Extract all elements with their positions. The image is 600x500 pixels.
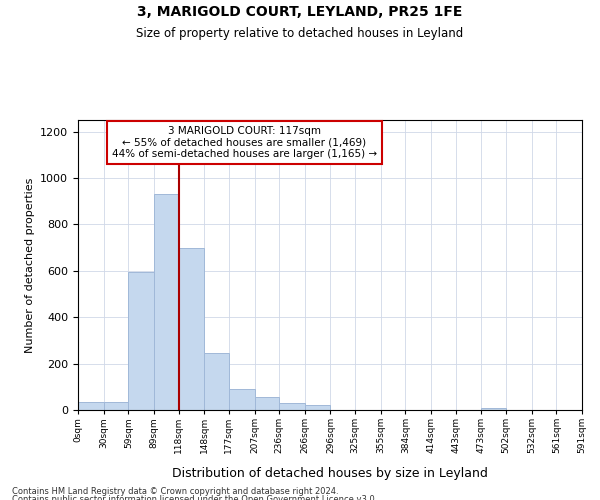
Bar [128, 272, 154, 410]
Text: 3, MARIGOLD COURT, LEYLAND, PR25 1FE: 3, MARIGOLD COURT, LEYLAND, PR25 1FE [137, 5, 463, 19]
Bar [229, 389, 254, 410]
Bar [104, 402, 128, 410]
Text: Size of property relative to detached houses in Leyland: Size of property relative to detached ho… [136, 28, 464, 40]
Bar [179, 248, 204, 410]
Bar [254, 397, 279, 410]
Bar [305, 406, 331, 410]
Text: 3 MARIGOLD COURT: 117sqm
← 55% of detached houses are smaller (1,469)
44% of sem: 3 MARIGOLD COURT: 117sqm ← 55% of detach… [112, 126, 377, 159]
Bar [204, 353, 229, 410]
Bar [279, 403, 305, 410]
Text: Contains public sector information licensed under the Open Government Licence v3: Contains public sector information licen… [12, 495, 377, 500]
Text: Contains HM Land Registry data © Crown copyright and database right 2024.: Contains HM Land Registry data © Crown c… [12, 488, 338, 496]
Y-axis label: Number of detached properties: Number of detached properties [25, 178, 35, 352]
Bar [154, 194, 179, 410]
Bar [481, 408, 506, 410]
Text: Distribution of detached houses by size in Leyland: Distribution of detached houses by size … [172, 467, 488, 480]
Bar [78, 402, 104, 410]
